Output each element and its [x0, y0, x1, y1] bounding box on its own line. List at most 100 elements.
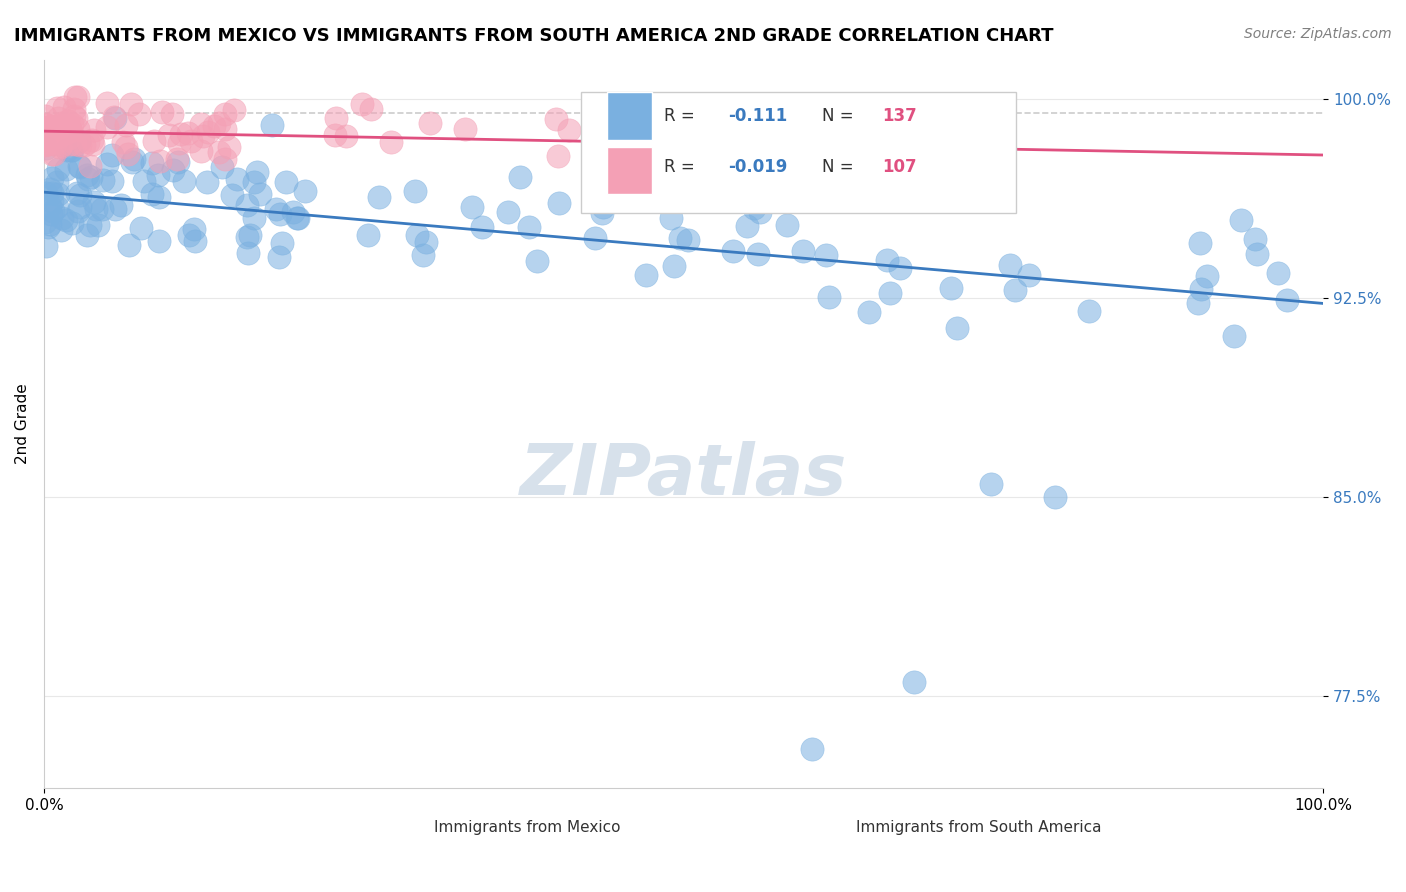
Point — [202, 119, 225, 133]
Point — [35, 238, 58, 252]
Point — [73, 138, 96, 153]
Point — [659, 211, 682, 225]
Point — [35, 137, 58, 152]
Point — [980, 476, 1002, 491]
Point — [1243, 232, 1265, 246]
Point — [38, 217, 60, 231]
Point — [39, 199, 62, 213]
Point — [274, 175, 297, 189]
Point — [360, 103, 382, 117]
Point — [776, 219, 799, 233]
Point — [117, 146, 139, 161]
Point — [800, 741, 823, 756]
Point — [34, 123, 56, 137]
Point — [668, 231, 690, 245]
Point — [184, 234, 207, 248]
Point — [58, 113, 80, 128]
Point — [591, 206, 613, 220]
FancyBboxPatch shape — [607, 147, 651, 194]
Point — [211, 161, 233, 175]
Point — [35, 186, 58, 200]
Point — [662, 259, 685, 273]
Point — [461, 200, 484, 214]
Point — [1230, 213, 1253, 227]
Point — [79, 218, 101, 232]
Point — [1077, 304, 1099, 318]
Point — [49, 120, 72, 134]
Point — [121, 155, 143, 169]
Point — [42, 204, 65, 219]
Point — [721, 244, 744, 259]
Point — [876, 253, 898, 268]
Point — [404, 184, 426, 198]
Point — [76, 168, 98, 182]
Point — [49, 140, 72, 154]
Point — [243, 211, 266, 225]
Text: N =: N = — [821, 107, 853, 125]
Point — [58, 121, 80, 136]
Point — [46, 186, 69, 201]
Y-axis label: 2nd Grade: 2nd Grade — [15, 384, 30, 465]
Point — [62, 216, 84, 230]
Point — [60, 117, 83, 131]
Point — [509, 170, 531, 185]
Point — [49, 129, 72, 144]
Point — [281, 205, 304, 219]
Point — [1000, 258, 1022, 272]
Point — [67, 203, 90, 218]
Text: 137: 137 — [882, 107, 917, 125]
Point — [207, 116, 229, 130]
Point — [35, 127, 58, 141]
Point — [62, 102, 84, 116]
FancyBboxPatch shape — [581, 93, 1017, 212]
Point — [77, 172, 100, 186]
Point — [226, 172, 249, 186]
Point — [879, 285, 901, 300]
Point — [412, 247, 434, 261]
Point — [647, 112, 669, 126]
Point — [69, 137, 91, 152]
Point — [39, 182, 62, 196]
Point — [69, 200, 91, 214]
Point — [177, 126, 200, 140]
Point — [1267, 266, 1289, 280]
Point — [356, 227, 378, 242]
Point — [180, 134, 202, 148]
Point — [60, 143, 83, 157]
Point — [53, 100, 76, 114]
Point — [264, 202, 287, 217]
Point — [1275, 293, 1298, 307]
Point — [325, 111, 347, 125]
Point — [80, 169, 103, 184]
Point — [65, 111, 87, 125]
Text: -0.111: -0.111 — [728, 107, 787, 125]
Text: IMMIGRANTS FROM MEXICO VS IMMIGRANTS FROM SOUTH AMERICA 2ND GRADE CORRELATION CH: IMMIGRANTS FROM MEXICO VS IMMIGRANTS FRO… — [14, 27, 1053, 45]
Point — [517, 219, 540, 234]
Point — [112, 135, 135, 149]
Point — [67, 90, 90, 104]
Point — [405, 228, 427, 243]
Point — [51, 116, 73, 130]
Point — [34, 215, 56, 229]
Point — [63, 90, 86, 104]
Point — [35, 129, 58, 144]
Point — [858, 304, 880, 318]
Point — [41, 147, 63, 161]
Point — [179, 228, 201, 243]
Point — [96, 120, 118, 134]
Point — [101, 174, 124, 188]
Text: ZIPatlas: ZIPatlas — [520, 441, 848, 509]
Point — [818, 290, 841, 304]
Point — [170, 127, 193, 141]
Point — [149, 153, 172, 168]
Point — [1195, 268, 1218, 283]
Point — [471, 220, 494, 235]
Point — [243, 176, 266, 190]
Point — [39, 132, 62, 146]
Point — [236, 246, 259, 260]
Point — [454, 121, 477, 136]
Point — [96, 95, 118, 110]
Point — [735, 219, 758, 233]
Point — [619, 153, 641, 168]
Point — [39, 132, 62, 146]
